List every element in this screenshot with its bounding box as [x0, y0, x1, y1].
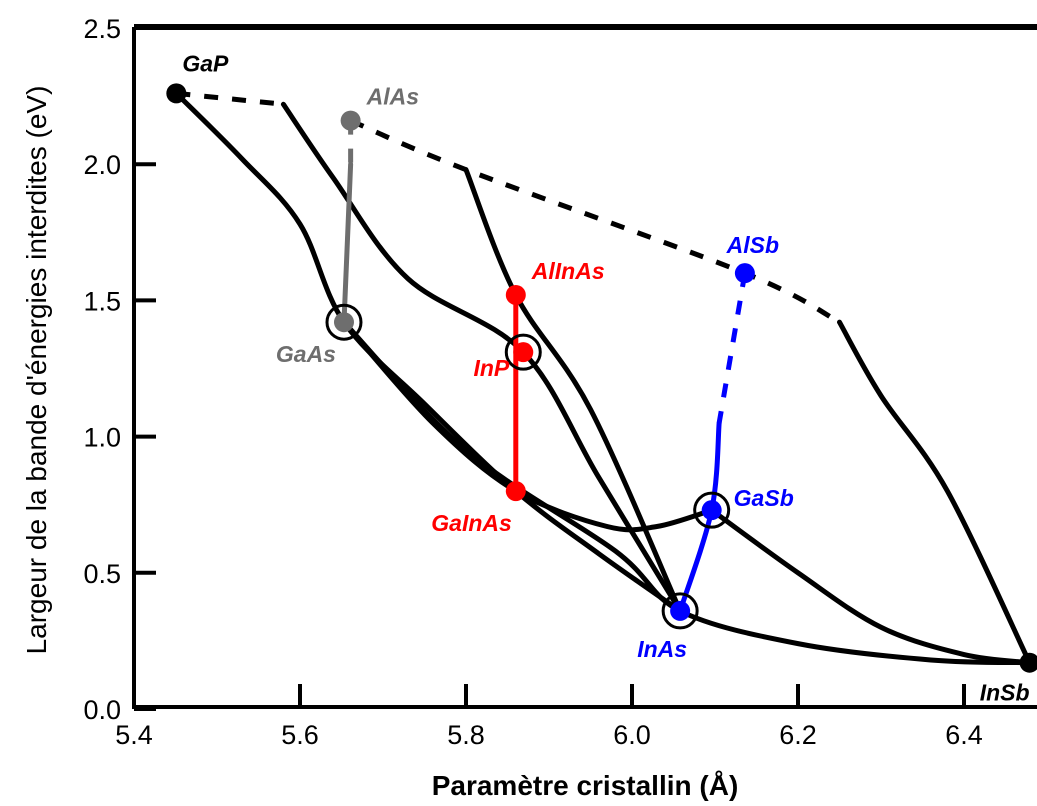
series-line-8	[176, 90, 284, 107]
point-label-insb: InSb	[980, 680, 1030, 706]
series-line-9	[349, 118, 841, 325]
axis-ticks	[132, 26, 966, 711]
y-tick-label: 1.5	[83, 286, 121, 316]
point-inas	[670, 600, 691, 621]
tick-labels: 5.4 5.6 5.8 6.0 6.2 6.4 0.0 0.5 1.0 1.5 2.0 2.5	[83, 14, 982, 750]
circle-marker-gasb	[693, 491, 731, 529]
x-tick-label: 5.4	[115, 720, 153, 750]
point-label-gasb: GaSb	[734, 485, 794, 511]
plot-frame	[132, 24, 1037, 709]
point-gainas	[505, 481, 526, 502]
x-tick-label: 6.2	[779, 720, 817, 750]
y-tick-label: 2.0	[83, 150, 121, 180]
circle-marker-inp	[504, 333, 542, 371]
point-label-alinas: AlInAs	[531, 258, 605, 284]
point-label-gainas: GaInAs	[431, 510, 512, 536]
x-axis-title: Paramètre cristallin (Å)	[432, 770, 739, 801]
point-insb	[1019, 652, 1037, 673]
point-gaas	[333, 312, 354, 333]
point-inp	[513, 342, 534, 363]
series-line-7	[837, 319, 1033, 666]
circle-marker-inas	[661, 592, 699, 630]
point-gasb	[701, 500, 722, 521]
y-tick-label: 0.0	[83, 695, 121, 725]
series-line-5	[280, 101, 683, 614]
y-tick-label: 1.0	[83, 423, 121, 453]
series-line-10	[341, 161, 354, 325]
x-tick-label: 5.8	[447, 720, 485, 750]
point-alinas	[505, 284, 526, 305]
point-label-inas: InAs	[637, 636, 687, 662]
point-gap	[166, 83, 187, 104]
point-label-gaas: GaAs	[276, 341, 336, 367]
point-label-alas: AlAs	[366, 84, 419, 110]
x-tick-label: 6.0	[613, 720, 651, 750]
circle-marker-gaas	[325, 303, 363, 341]
y-tick-label: 2.5	[83, 14, 121, 44]
series-line-4	[709, 507, 1033, 666]
point-alsb	[734, 263, 755, 284]
point-label-gap: GaP	[182, 50, 229, 76]
data-points: GaP AlAs GaAs AlInAs InP GaInAs AlSb GaSb InAs In…	[166, 50, 1037, 706]
series-line-6	[463, 167, 683, 614]
x-tick-label: 5.6	[281, 720, 319, 750]
point-label-inp: InP	[473, 355, 509, 381]
x-tick-label: 6.4	[945, 720, 983, 750]
point-label-alsb: AlSb	[726, 232, 779, 258]
point-alas	[340, 110, 361, 131]
y-tick-label: 0.5	[83, 559, 121, 589]
y-axis-title: Largeur de la bande d'énergies interdite…	[21, 86, 52, 655]
